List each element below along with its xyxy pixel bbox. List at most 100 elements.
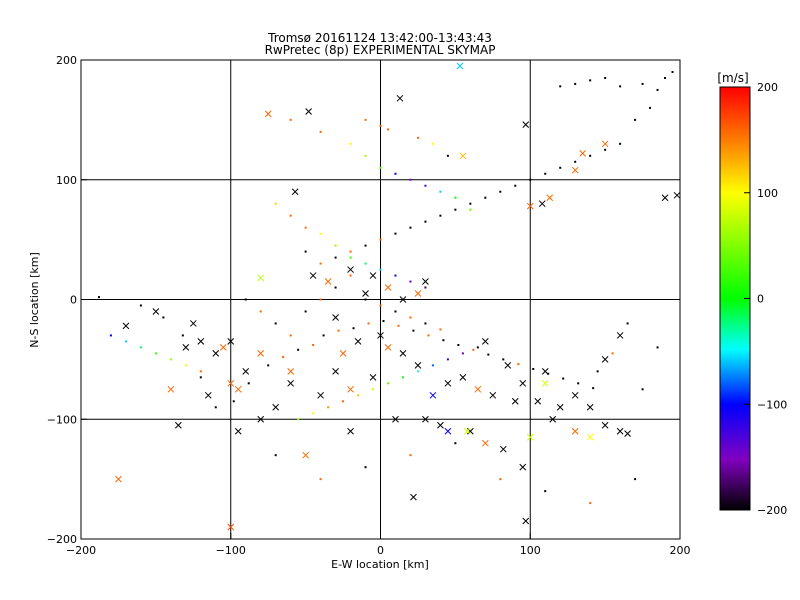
point-dot-112 [244, 298, 247, 301]
point-dot-126 [274, 454, 277, 457]
point-x-0 [115, 475, 122, 483]
point-dot-65 [379, 124, 382, 127]
point-dot-74 [379, 166, 382, 169]
y-tick-label-0: −200 [47, 533, 77, 546]
point-x-19 [466, 427, 474, 435]
point-dot-48 [559, 166, 562, 169]
point-dot-92 [297, 418, 300, 421]
point-dot-25 [517, 363, 520, 366]
point-x-22 [522, 517, 530, 525]
point-x-65 [511, 397, 519, 405]
point-x-21 [519, 463, 527, 471]
point-dot-84 [319, 232, 322, 235]
point-dot-116 [304, 310, 307, 313]
point-x-92 [347, 427, 354, 435]
point-dot-51 [604, 148, 607, 151]
point-dot-11 [312, 344, 315, 347]
point-x-56 [354, 338, 362, 345]
point-x-77 [332, 314, 339, 321]
colorbar-ticks: 200 100 0 −100 −200 [744, 81, 787, 517]
point-dot-97 [372, 388, 375, 391]
point-dot-127 [319, 478, 322, 481]
point-dot-5 [214, 406, 217, 409]
point-x-86 [586, 433, 594, 441]
point-dot-12 [322, 334, 325, 337]
point-dot-7 [247, 382, 250, 385]
point-x-11 [242, 367, 250, 375]
point-x-31 [579, 150, 587, 157]
point-dot-118 [334, 286, 337, 289]
point-dot-129 [409, 454, 412, 457]
point-x-48 [219, 344, 227, 351]
point-dot-82 [289, 214, 292, 217]
point-x-43 [317, 391, 324, 399]
point-x-70 [347, 266, 354, 273]
point-x-52 [167, 385, 175, 393]
point-x-85 [571, 427, 579, 435]
point-x-64 [489, 391, 497, 399]
point-x-8 [174, 421, 182, 429]
point-x-27 [616, 332, 624, 339]
point-dot-37 [394, 232, 397, 235]
point-dot-86 [349, 256, 352, 259]
chart-title-line1: Tromsø 20161124 13:42:00-13:43:43 [267, 31, 492, 45]
point-dot-108 [154, 352, 157, 355]
x-axis-label: E-W location [km] [331, 558, 429, 571]
point-dot-30 [592, 387, 595, 390]
point-dot-107 [169, 358, 172, 361]
point-x-69 [324, 278, 332, 285]
point-dot-26 [532, 367, 535, 370]
x-tick-label-1: −100 [216, 544, 246, 557]
point-x-94 [549, 415, 557, 423]
point-dot-130 [454, 442, 457, 445]
point-dot-62 [574, 82, 577, 85]
point-dot-0 [97, 296, 100, 299]
point-dot-88 [379, 268, 382, 271]
point-dot-66 [386, 128, 389, 131]
point-dot-49 [574, 160, 577, 163]
colorbar-tick-label-3: −100 [757, 398, 787, 411]
point-x-50 [212, 350, 220, 357]
point-dot-35 [364, 244, 367, 247]
point-x-74 [422, 278, 429, 285]
point-dot-90 [409, 280, 412, 283]
point-dot-6 [232, 400, 235, 403]
point-dot-46 [529, 178, 532, 181]
point-x-17 [410, 493, 417, 501]
point-dot-58 [641, 82, 644, 85]
point-x-3 [396, 94, 404, 102]
point-dot-4 [199, 376, 202, 379]
point-dot-103 [461, 352, 464, 355]
y-tick-label-2: 0 [70, 294, 77, 307]
grid-lines [81, 60, 680, 539]
point-dot-131 [499, 478, 502, 481]
point-dot-45 [514, 184, 517, 187]
point-x-67 [571, 391, 579, 399]
point-dot-14 [352, 327, 355, 330]
point-x-71 [362, 290, 369, 297]
point-dot-44 [499, 190, 502, 193]
point-dot-115 [289, 334, 292, 337]
point-x-93 [481, 439, 489, 447]
point-dot-40 [439, 214, 442, 217]
point-dot-110 [124, 340, 127, 343]
point-x-68 [309, 272, 317, 279]
point-dot-17 [397, 324, 400, 327]
point-x-7 [122, 322, 130, 330]
point-dot-134 [634, 478, 637, 481]
point-dot-135 [641, 388, 644, 391]
point-x-49 [227, 379, 235, 387]
point-x-10 [234, 427, 242, 435]
point-x-42 [422, 415, 429, 423]
point-dot-61 [589, 79, 592, 82]
point-dot-70 [289, 118, 292, 121]
point-x-34 [538, 200, 546, 208]
point-dot-39 [424, 220, 427, 223]
point-x-37 [504, 362, 512, 369]
point-x-5 [291, 188, 299, 196]
point-x-9 [204, 391, 212, 399]
point-dot-8 [267, 364, 270, 367]
point-dot-13 [337, 329, 340, 332]
point-x-72 [384, 284, 392, 291]
point-dot-16 [382, 320, 385, 323]
